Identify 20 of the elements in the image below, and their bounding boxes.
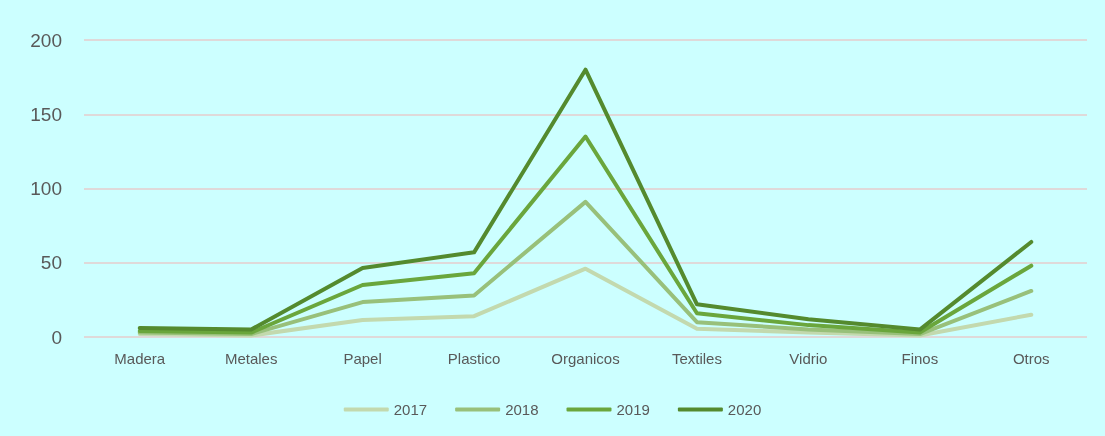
y-tick-label: 200	[30, 29, 62, 51]
x-tick-label: Vidrio	[789, 350, 828, 367]
x-tick-label: Textiles	[671, 350, 722, 367]
x-tick-label: Otros	[1012, 350, 1050, 367]
legend-label: 2020	[727, 401, 762, 418]
x-tick-label: Organicos	[551, 350, 620, 367]
y-tick-label: 150	[30, 103, 62, 125]
y-tick-label: 100	[30, 178, 62, 199]
x-tick-label: Finos	[901, 350, 939, 367]
x-tick-label: Madera	[114, 350, 166, 367]
x-tick-label: Papel	[343, 350, 382, 367]
line-series	[137, 134, 1034, 335]
line-series	[137, 67, 1034, 332]
y-tick-label: 50	[40, 252, 62, 274]
x-tick-label: Plastico	[447, 350, 501, 367]
y-tick-label: 0	[51, 326, 62, 348]
x-tick-label: Metales	[224, 350, 278, 367]
legend-label: 2019	[616, 401, 650, 418]
legend-label: 2018	[505, 401, 539, 418]
legend-label: 2017	[393, 401, 428, 418]
